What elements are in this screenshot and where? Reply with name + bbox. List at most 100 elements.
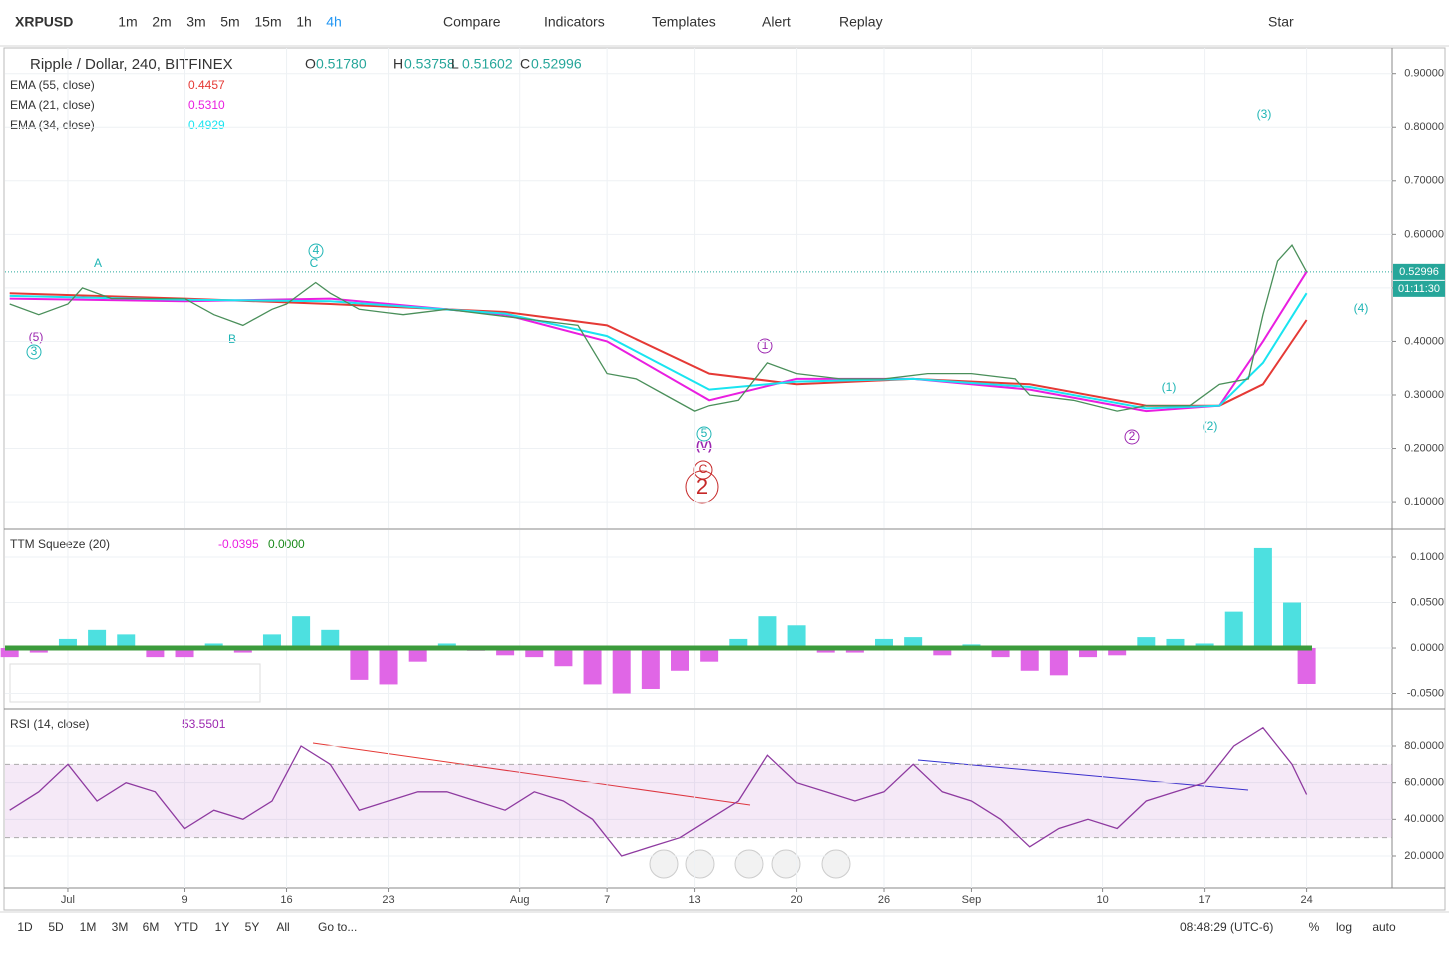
range-button[interactable]: 3M bbox=[112, 920, 129, 934]
histogram-bar bbox=[1253, 547, 1272, 649]
scroll-right-button[interactable] bbox=[771, 849, 801, 879]
histogram-bar bbox=[758, 616, 777, 649]
y-tick-label: 0.60000 bbox=[1404, 228, 1444, 240]
interval-button[interactable]: 1m bbox=[118, 14, 137, 30]
toolbar-button[interactable]: Replay bbox=[839, 14, 883, 30]
toolbar-button[interactable]: Templates bbox=[652, 14, 716, 30]
reset-button[interactable] bbox=[821, 849, 851, 879]
study-value: 0.4457 bbox=[188, 78, 225, 92]
y-tick-label: 20.0000 bbox=[1404, 850, 1444, 862]
histogram-bar bbox=[0, 648, 19, 658]
countdown-badge bbox=[1393, 280, 1445, 297]
study-name: EMA (34, close) bbox=[10, 118, 95, 132]
study-value: 0.4929 bbox=[188, 118, 225, 132]
wave-label: 1 bbox=[762, 338, 769, 352]
drawing-toolbar[interactable] bbox=[9, 663, 261, 703]
histogram-bar bbox=[787, 625, 806, 649]
histogram-bar bbox=[670, 648, 689, 671]
toolbar-button[interactable]: Alert bbox=[762, 14, 791, 30]
y-tick-label: 0.90000 bbox=[1404, 68, 1444, 80]
y-tick-label: 0.10000 bbox=[1404, 496, 1444, 508]
wave-label: 3 bbox=[31, 344, 38, 358]
y-tick-label: 0.80000 bbox=[1404, 121, 1444, 133]
histogram-bar bbox=[88, 629, 107, 649]
symbol[interactable]: XRPUSD bbox=[15, 14, 73, 30]
histogram-bar bbox=[583, 648, 602, 685]
wave-label: C bbox=[310, 256, 319, 270]
range-button[interactable]: 1M bbox=[80, 920, 97, 934]
range-button[interactable]: 1D bbox=[17, 920, 33, 934]
study-name: RSI (14, close) bbox=[10, 717, 89, 731]
goto-button[interactable]: Go to... bbox=[318, 920, 357, 934]
histogram-bar bbox=[292, 616, 311, 649]
zoom-out-button[interactable] bbox=[649, 849, 679, 879]
study-value: 0.5310 bbox=[188, 98, 225, 112]
price-line bbox=[9, 243, 1308, 412]
scale-option[interactable]: auto bbox=[1372, 920, 1396, 934]
y-tick-label: 0.30000 bbox=[1404, 389, 1444, 401]
rsi-trendline bbox=[917, 759, 1249, 791]
ohlc-key: L bbox=[451, 56, 459, 72]
histogram-bar bbox=[408, 648, 427, 662]
x-tick-label: 17 bbox=[1198, 894, 1210, 906]
range-button[interactable]: YTD bbox=[174, 920, 198, 934]
interval-button[interactable]: 15m bbox=[254, 14, 281, 30]
range-button[interactable]: 5Y bbox=[245, 920, 260, 934]
histogram-bar bbox=[554, 648, 573, 667]
y-tick-label: 40.0000 bbox=[1404, 813, 1444, 825]
wave-circle bbox=[26, 344, 42, 360]
x-tick-label: 13 bbox=[688, 894, 700, 906]
zoom-in-button[interactable] bbox=[685, 849, 715, 879]
wave-label: (4) bbox=[1354, 301, 1369, 315]
histogram-bar bbox=[700, 648, 719, 662]
interval-button[interactable]: 2m bbox=[152, 14, 171, 30]
interval-button[interactable]: 4h bbox=[326, 14, 342, 30]
study-name: EMA (21, close) bbox=[10, 98, 95, 112]
star-button[interactable]: Star bbox=[1268, 14, 1294, 30]
wave-label: 2 bbox=[1129, 429, 1136, 443]
interval-button[interactable]: 1h bbox=[296, 14, 312, 30]
y-tick-label: 60.0000 bbox=[1404, 777, 1444, 789]
scroll-left-button[interactable] bbox=[734, 849, 764, 879]
wave-label: 2 bbox=[696, 474, 708, 499]
y-tick-label: 0.70000 bbox=[1404, 175, 1444, 187]
study-value: 53.5501 bbox=[182, 717, 226, 731]
scale-option[interactable]: % bbox=[1309, 920, 1320, 934]
x-tick-label: 9 bbox=[181, 894, 187, 906]
histogram-bar bbox=[1049, 648, 1068, 676]
range-button[interactable]: All bbox=[276, 920, 289, 934]
y-tick-label: 0.0000 bbox=[1410, 642, 1444, 654]
x-tick-label: 7 bbox=[604, 894, 610, 906]
wave-label: (5) bbox=[29, 330, 44, 344]
histogram-bar bbox=[379, 648, 398, 685]
toolbar-button[interactable]: Compare bbox=[443, 14, 501, 30]
interval-button[interactable]: 5m bbox=[220, 14, 239, 30]
x-tick-label: 23 bbox=[382, 894, 394, 906]
x-tick-label: 26 bbox=[878, 894, 890, 906]
chart-frame bbox=[3, 47, 1446, 911]
range-button[interactable]: 1Y bbox=[215, 920, 230, 934]
range-button[interactable]: 6M bbox=[143, 920, 160, 934]
histogram-bar bbox=[875, 638, 894, 649]
wave-label: C bbox=[699, 462, 708, 476]
wave-circle bbox=[1124, 429, 1140, 445]
toolbar-button[interactable]: Indicators bbox=[544, 14, 605, 30]
y-tick-label: 0.40000 bbox=[1404, 335, 1444, 347]
y-tick-label: 0.20000 bbox=[1404, 442, 1444, 454]
interval-button[interactable]: 3m bbox=[186, 14, 205, 30]
histogram-bar bbox=[1297, 648, 1316, 684]
ohlc-value: 0.53758 bbox=[404, 56, 455, 72]
ohlc-value: 0.52996 bbox=[531, 56, 582, 72]
histogram-bar bbox=[933, 648, 952, 656]
y-tick-label: -0.0500 bbox=[1407, 687, 1444, 699]
range-button[interactable]: 5D bbox=[48, 920, 64, 934]
scale-option[interactable]: log bbox=[1336, 920, 1352, 934]
x-tick-label: Sep bbox=[962, 894, 982, 906]
wave-label: A bbox=[94, 256, 102, 270]
histogram-bar bbox=[612, 648, 631, 694]
wave-label: (1) bbox=[1162, 380, 1177, 394]
rsi-line bbox=[9, 726, 1308, 857]
